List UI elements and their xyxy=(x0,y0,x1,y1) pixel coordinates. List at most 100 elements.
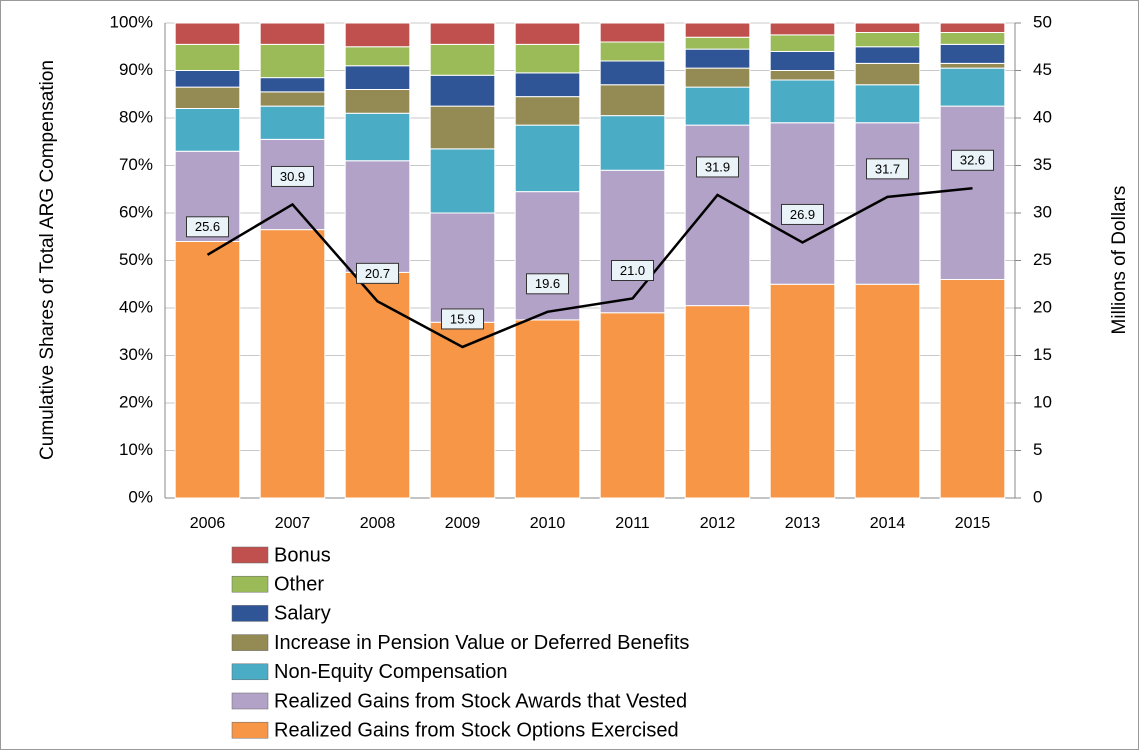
value-label-box xyxy=(611,260,654,281)
bar-segment xyxy=(939,67,1006,107)
bar-segment xyxy=(939,32,1006,45)
legend-label: Non-Equity Compensation xyxy=(274,661,507,683)
bar-segment xyxy=(514,72,581,98)
bar-segment xyxy=(684,86,751,126)
value-label-box xyxy=(526,273,569,295)
y-tick-label: 10% xyxy=(119,440,153,459)
legend-swatch xyxy=(231,692,269,710)
bar-segment xyxy=(344,65,411,90)
bar-segment xyxy=(429,105,496,150)
y-tick-label: 90% xyxy=(119,60,153,79)
bar-segment xyxy=(939,105,1006,280)
value-label: 25.6 xyxy=(195,219,220,234)
y2-tick-label: 10 xyxy=(1033,392,1052,411)
bar-segment xyxy=(939,22,1006,33)
y-tick-label: 70% xyxy=(119,155,153,174)
bar-segment xyxy=(344,46,411,67)
value-label-box xyxy=(696,156,739,178)
bar-segment xyxy=(854,46,921,64)
value-label-box xyxy=(441,308,484,330)
bar-segment xyxy=(684,22,751,38)
y-tick-label: 40% xyxy=(119,297,153,316)
bar-segment xyxy=(854,122,921,285)
bar-segment xyxy=(429,321,496,499)
value-label: 26.9 xyxy=(790,207,815,222)
bar-segment xyxy=(854,84,921,124)
bar-segment xyxy=(259,229,326,499)
bar-segment xyxy=(429,212,496,323)
x-tick-label: 2007 xyxy=(275,515,311,532)
bar-segment xyxy=(259,43,326,79)
bar-segment xyxy=(599,60,666,86)
bar-segment xyxy=(769,51,836,71)
y-tick-label: 20% xyxy=(119,392,153,411)
value-label-box xyxy=(951,149,994,171)
value-label-box xyxy=(866,158,909,180)
bar-segment xyxy=(684,67,751,88)
y2-tick-label: 25 xyxy=(1033,250,1052,269)
legend-swatch xyxy=(231,663,269,681)
x-tick-label: 2008 xyxy=(360,515,396,532)
y2-tick-label: 45 xyxy=(1033,60,1052,79)
bar-segment xyxy=(344,112,411,162)
y2-tick-label: 20 xyxy=(1033,297,1052,316)
bar-segment xyxy=(854,283,921,499)
y2-tick-label: 15 xyxy=(1033,345,1052,364)
bar-segment xyxy=(514,191,581,321)
bar-segment xyxy=(344,89,411,114)
bar-segment xyxy=(769,70,836,81)
bar-segment xyxy=(259,105,326,140)
value-label: 30.9 xyxy=(280,169,305,184)
bar-segment xyxy=(259,22,326,45)
bar-segment xyxy=(939,62,1006,69)
value-label: 21.0 xyxy=(620,263,645,278)
bar-segment xyxy=(514,124,581,193)
legend-swatch xyxy=(231,721,269,739)
legend-label: Increase in Pension Value or Deferred Be… xyxy=(274,632,689,654)
y-tick-label: 0% xyxy=(128,487,153,506)
bar-segment xyxy=(429,74,496,107)
y-tick-label: 30% xyxy=(119,345,153,364)
bar-segment xyxy=(259,91,326,107)
x-tick-label: 2015 xyxy=(955,515,991,532)
value-label-box xyxy=(781,203,824,225)
y-tick-label: 50% xyxy=(119,250,153,269)
bar-segment xyxy=(259,77,326,93)
bar-segment xyxy=(939,279,1006,499)
bar-segment xyxy=(769,22,836,36)
bar-segment xyxy=(769,79,836,124)
y2-tick-label: 40 xyxy=(1033,107,1052,126)
y2-tick-label: 35 xyxy=(1033,155,1052,174)
bar-segment xyxy=(599,312,666,499)
x-tick-label: 2006 xyxy=(190,515,226,532)
line xyxy=(206,187,973,349)
x-tick-label: 2014 xyxy=(870,515,906,532)
bar-segment xyxy=(174,86,241,109)
bar-segment xyxy=(599,41,666,62)
bar-segment xyxy=(769,283,836,499)
value-label-box xyxy=(356,262,399,284)
y-axis-title: Cumulative Shares of Total ARG Compensat… xyxy=(37,60,58,460)
bar-segment xyxy=(684,124,751,307)
y-tick-label: 100% xyxy=(110,12,153,31)
bar-segment xyxy=(429,22,496,45)
bar-segment xyxy=(599,84,666,117)
bar-segment xyxy=(684,305,751,499)
x-tick-label: 2010 xyxy=(530,515,566,532)
value-label: 31.9 xyxy=(705,159,730,174)
bar-segment xyxy=(854,62,921,86)
bar-segment xyxy=(599,169,666,314)
bar-segment xyxy=(514,319,581,499)
legend-label: Bonus xyxy=(274,544,331,566)
y2-tick-label: 50 xyxy=(1033,12,1052,31)
bar-segment xyxy=(684,48,751,69)
value-label: 31.7 xyxy=(875,161,900,176)
y2-axis-title: Millions of Dollars xyxy=(1109,186,1130,335)
value-label: 19.6 xyxy=(535,276,560,291)
y-tick-label: 60% xyxy=(119,202,153,221)
y2-tick-label: 30 xyxy=(1033,202,1052,221)
value-label-box xyxy=(271,165,314,187)
y2-tick-label: 0 xyxy=(1033,487,1042,506)
bar-segment xyxy=(769,122,836,285)
